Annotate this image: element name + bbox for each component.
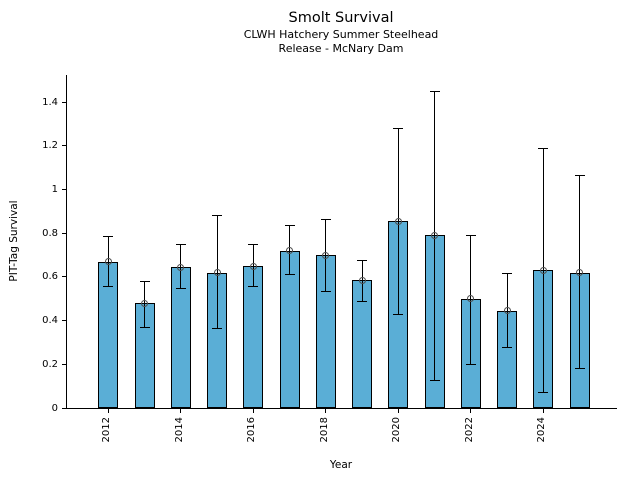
x-tick-label: 2016 [246, 417, 258, 443]
mean-marker-2018 [322, 251, 330, 259]
y-tick [62, 276, 66, 278]
bar-2016 [243, 266, 264, 408]
x-tick [180, 409, 182, 413]
y-tick-label: 1 [51, 184, 58, 196]
mean-marker-2014 [177, 263, 185, 271]
y-tick-label: 0 [51, 402, 58, 414]
error-cap-bottom-2023 [502, 347, 513, 349]
x-tick [325, 409, 327, 413]
error-cap-bottom-2014 [175, 288, 186, 290]
y-tick [62, 101, 66, 103]
error-cap-top-2018 [320, 218, 331, 220]
mean-marker-2012 [104, 258, 112, 266]
x-tick-label: 2018 [318, 417, 330, 443]
error-cap-bottom-2024 [538, 392, 549, 394]
mean-marker-2016 [249, 262, 257, 270]
mean-marker-2013 [141, 299, 149, 307]
error-cap-bottom-2020 [393, 313, 404, 315]
mean-marker-2015 [213, 269, 221, 277]
x-tick [397, 409, 399, 413]
chart-subtitle-line2: Release - McNary Dam [278, 42, 404, 55]
y-tick-label: 0.4 [42, 315, 58, 327]
y-tick [62, 363, 66, 365]
chart-title: Smolt Survival [288, 10, 394, 26]
x-tick-label: 2020 [391, 417, 403, 443]
x-tick [252, 409, 254, 413]
x-tick [542, 409, 544, 413]
error-cap-top-2013 [139, 280, 150, 282]
error-cap-top-2023 [502, 273, 513, 275]
x-tick-label: 2024 [536, 417, 548, 443]
error-cap-bottom-2025 [574, 368, 585, 370]
mean-marker-2025 [576, 269, 584, 277]
y-axis-label: PIT-Tag Survival [8, 200, 20, 282]
y-tick-label: 1.4 [42, 96, 58, 108]
x-axis-label: Year [329, 459, 353, 471]
error-cap-top-2022 [465, 234, 476, 236]
error-cap-bottom-2018 [320, 290, 331, 292]
error-cap-top-2017 [284, 225, 295, 227]
mean-marker-2024 [539, 266, 547, 274]
y-tick-label: 0.6 [42, 271, 58, 283]
error-cap-top-2021 [429, 90, 440, 92]
error-cap-top-2020 [393, 127, 404, 129]
x-tick [470, 409, 472, 413]
error-cap-bottom-2013 [139, 326, 150, 328]
mean-marker-2022 [467, 295, 475, 303]
y-tick [62, 407, 66, 409]
x-axis-spine [66, 408, 617, 409]
error-cap-bottom-2021 [429, 380, 440, 382]
x-tick-label: 2022 [463, 417, 475, 443]
y-tick-label: 0.2 [42, 358, 58, 370]
error-cap-bottom-2019 [357, 300, 368, 302]
error-cap-top-2014 [175, 243, 186, 245]
y-tick [62, 145, 66, 147]
error-cap-bottom-2016 [248, 286, 259, 288]
error-cap-top-2016 [248, 243, 259, 245]
y-tick [62, 232, 66, 234]
error-cap-bottom-2015 [212, 327, 223, 329]
x-tick [107, 409, 109, 413]
error-cap-top-2012 [103, 236, 114, 238]
mean-marker-2020 [394, 217, 402, 225]
y-tick [62, 189, 66, 191]
mean-marker-2017 [286, 247, 294, 255]
chart-subtitle-line1: CLWH Hatchery Summer Steelhead [243, 28, 439, 41]
y-tick-label: 1.2 [42, 140, 58, 152]
x-tick-label: 2014 [173, 417, 185, 443]
error-cap-bottom-2012 [103, 286, 114, 288]
x-tick-label: 2012 [101, 417, 113, 443]
mean-marker-2019 [358, 276, 366, 284]
error-cap-bottom-2022 [465, 363, 476, 365]
y-tick [62, 320, 66, 322]
mean-marker-2021 [431, 231, 439, 239]
error-cap-top-2025 [574, 174, 585, 176]
title-block: Smolt Survival CLWH Hatchery Summer Stee… [66, 8, 616, 56]
error-cap-top-2019 [357, 260, 368, 262]
mean-marker-2023 [503, 307, 511, 315]
plot-area: 0 0.2 0.4 0.6 0.8 1 1.2 1.4 2012 2014 2016 2018 2020… [42, 75, 617, 442]
y-tick-label: 0.8 [42, 227, 58, 239]
error-cap-top-2024 [538, 147, 549, 149]
error-cap-bottom-2017 [284, 274, 295, 276]
error-cap-top-2015 [212, 215, 223, 217]
y-axis-spine [66, 75, 67, 409]
